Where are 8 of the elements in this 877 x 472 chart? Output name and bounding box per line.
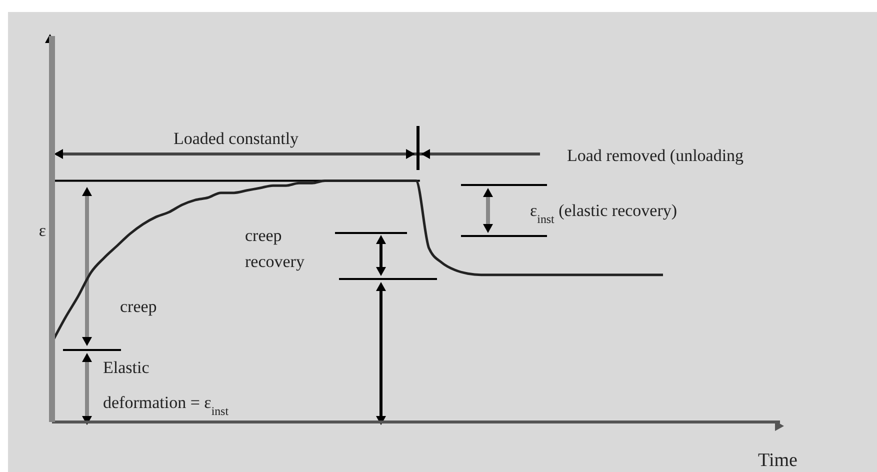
text: Load removed (unloading [567,146,744,165]
y-axis-title: ε [38,221,46,240]
x-axis-title: Time [758,450,798,471]
text: Loaded constantly [173,129,300,148]
annotation: ε$_{inst}$ (elastic recovery) [530,201,678,226]
annotation: creep recovery [245,226,305,271]
annotation: creep [120,297,157,316]
annotation: Elastic deformation = ε$_{inst}$ [103,358,230,418]
